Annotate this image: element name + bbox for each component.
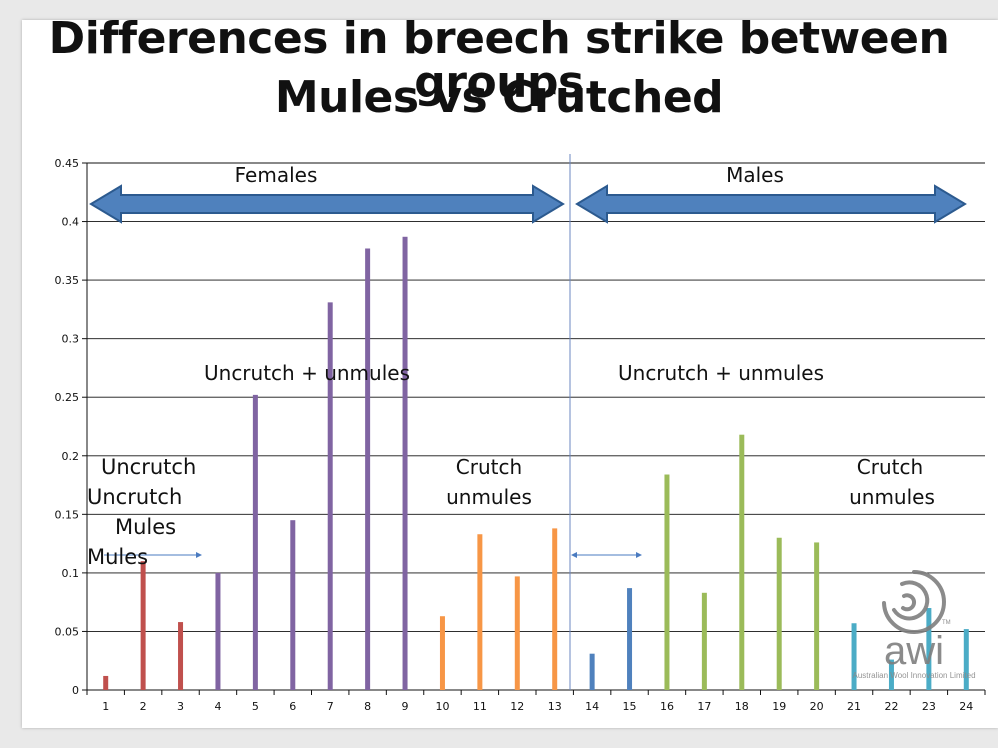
bar-23 (926, 608, 932, 690)
bar-4 (215, 572, 221, 690)
bar-2 (140, 561, 146, 690)
x-axis: 1 2 3 4 5 6 7 8 9 10 11 12 13 14 15 16 17 18 19 20 21 22 23 24 (86, 689, 986, 713)
x-tick-label: 11 (473, 700, 487, 713)
bar-6 (290, 520, 296, 690)
bar-17 (701, 592, 707, 690)
x-tick-label: 6 (289, 700, 296, 713)
label-mules-1: Mules (115, 515, 176, 539)
x-tick-label: 15 (623, 700, 637, 713)
y-tick-label: 0.3 (62, 333, 80, 346)
bar-7 (327, 302, 333, 690)
x-tick-label: 17 (697, 700, 711, 713)
y-tick-label: 0.4 (62, 216, 80, 229)
y-tick-label: 0.25 (55, 391, 80, 404)
y-axis: 0 0.05 0.1 0.15 0.2 0.25 0.3 0.35 0.4 0.45 (55, 157, 88, 697)
x-tick-label: 9 (402, 700, 409, 713)
chart-title-line-1: Differences in breech strike between gro… (48, 13, 950, 108)
bar-9 (402, 236, 408, 690)
bar-5 (252, 394, 258, 690)
x-tick-label: 19 (772, 700, 786, 713)
logo-caption: Australian Wool Innovation Limited (852, 671, 975, 680)
label-crutch-males: Crutch (857, 455, 923, 479)
bar-20 (814, 542, 820, 690)
x-tick-label: 14 (585, 700, 599, 713)
x-tick-label: 3 (177, 700, 184, 713)
label-unmules-females: unmules (446, 485, 532, 509)
y-tick-label: 0 (72, 684, 79, 697)
x-tick-label: 4 (214, 700, 221, 713)
label-unmules-males: unmules (849, 485, 935, 509)
spiral-icon (882, 570, 946, 634)
x-tick-label: 13 (548, 700, 562, 713)
chart-title-line-2: Mules vs Crutched (274, 72, 724, 123)
y-tick-label: 0.1 (62, 567, 80, 580)
males-double-arrow (575, 184, 967, 224)
x-tick-label: 5 (252, 700, 259, 713)
label-uncrutch-unmules-females: Uncrutch + unmules (204, 361, 410, 385)
small-arrow-males (571, 552, 642, 558)
label-uncrutch-1: Uncrutch (101, 455, 196, 479)
bar-19 (776, 537, 782, 690)
label-females: Females (235, 163, 318, 187)
label-males: Males (726, 163, 784, 187)
small-arrow-females (104, 552, 202, 558)
gridlines (87, 162, 985, 632)
bar-8 (365, 248, 371, 691)
bars (103, 236, 969, 691)
x-tick-label: 18 (735, 700, 749, 713)
bar-16 (664, 474, 670, 690)
bar-22 (888, 659, 894, 690)
y-tick-label: 0.35 (55, 274, 80, 287)
logo-wordmark: awi (884, 629, 944, 673)
bar-11 (477, 534, 483, 690)
x-tick-label: 10 (435, 700, 449, 713)
females-double-arrow (89, 184, 565, 224)
y-tick-label: 0.15 (55, 508, 80, 521)
x-tick-label: 8 (364, 700, 371, 713)
x-tick-label: 24 (959, 700, 973, 713)
x-tick-label: 16 (660, 700, 674, 713)
label-mules-2: Mules (87, 545, 148, 569)
x-tick-label: 20 (810, 700, 824, 713)
label-crutch-females: Crutch (456, 455, 522, 479)
awi-logo: TM awi Australian Wool Innovation Limite… (852, 570, 976, 680)
bar-21 (851, 623, 857, 690)
bar-15 (627, 588, 633, 690)
logo-tm-mark: TM (942, 620, 951, 626)
x-tick-label: 23 (922, 700, 936, 713)
bar-24 (963, 629, 969, 690)
label-uncrutch-unmules-males: Uncrutch + unmules (618, 361, 824, 385)
x-tick-label: 7 (327, 700, 334, 713)
slide (22, 20, 998, 728)
x-tick-label: 22 (884, 700, 898, 713)
bar-14 (589, 653, 595, 690)
y-tick-label: 0.2 (62, 450, 80, 463)
y-tick-label: 0.05 (55, 625, 80, 638)
x-tick-label: 12 (510, 700, 524, 713)
bar-3 (178, 622, 184, 690)
bar-10 (439, 616, 445, 690)
x-tick-label: 21 (847, 700, 861, 713)
bar-12 (514, 576, 520, 690)
bar-18 (739, 434, 745, 690)
bar-1 (103, 675, 109, 690)
label-uncrutch-2: Uncrutch (87, 485, 182, 509)
y-tick-label: 0.45 (55, 157, 80, 170)
x-tick-label: 2 (140, 700, 147, 713)
bar-13 (552, 528, 558, 690)
x-tick-label: 1 (102, 700, 109, 713)
